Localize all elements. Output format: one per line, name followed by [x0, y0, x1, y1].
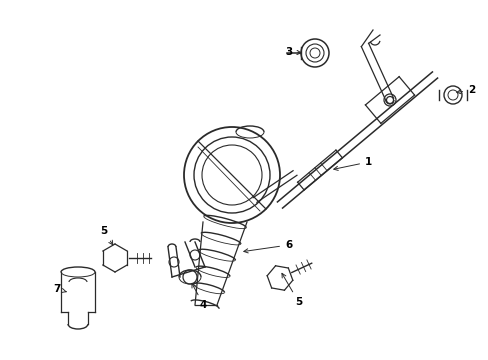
Text: 2: 2: [456, 85, 474, 95]
Text: 6: 6: [244, 240, 292, 253]
Text: 5: 5: [282, 273, 302, 307]
Text: 7: 7: [53, 284, 66, 294]
Text: 5: 5: [100, 226, 113, 245]
Text: 4: 4: [191, 283, 207, 310]
Text: 3: 3: [285, 47, 301, 57]
Text: 1: 1: [333, 157, 371, 170]
